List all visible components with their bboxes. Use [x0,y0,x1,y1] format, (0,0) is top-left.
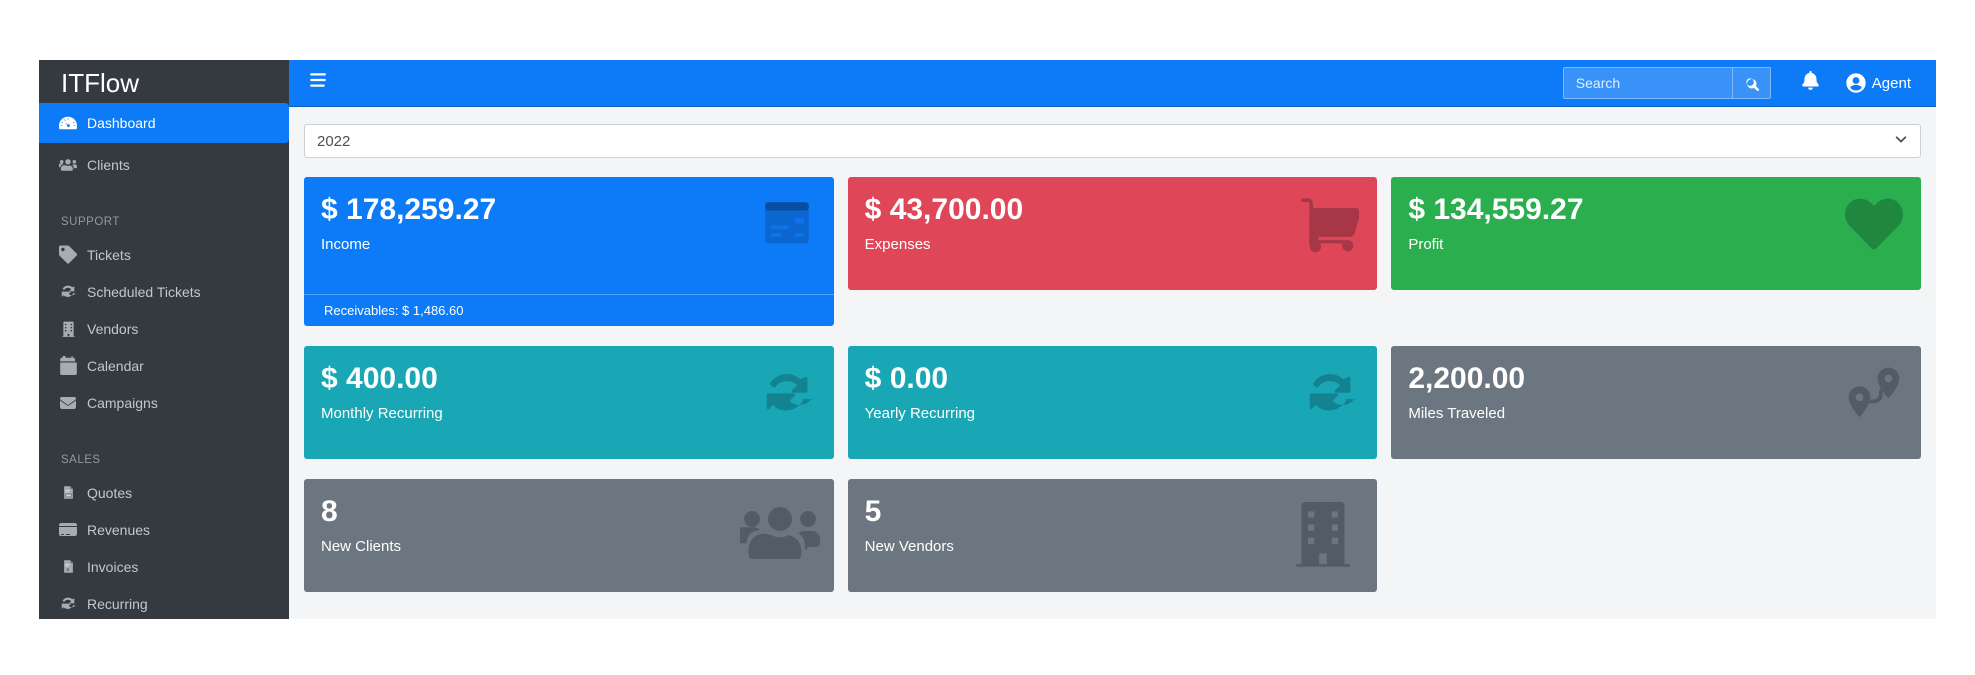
svg-text:$: $ [66,567,69,572]
